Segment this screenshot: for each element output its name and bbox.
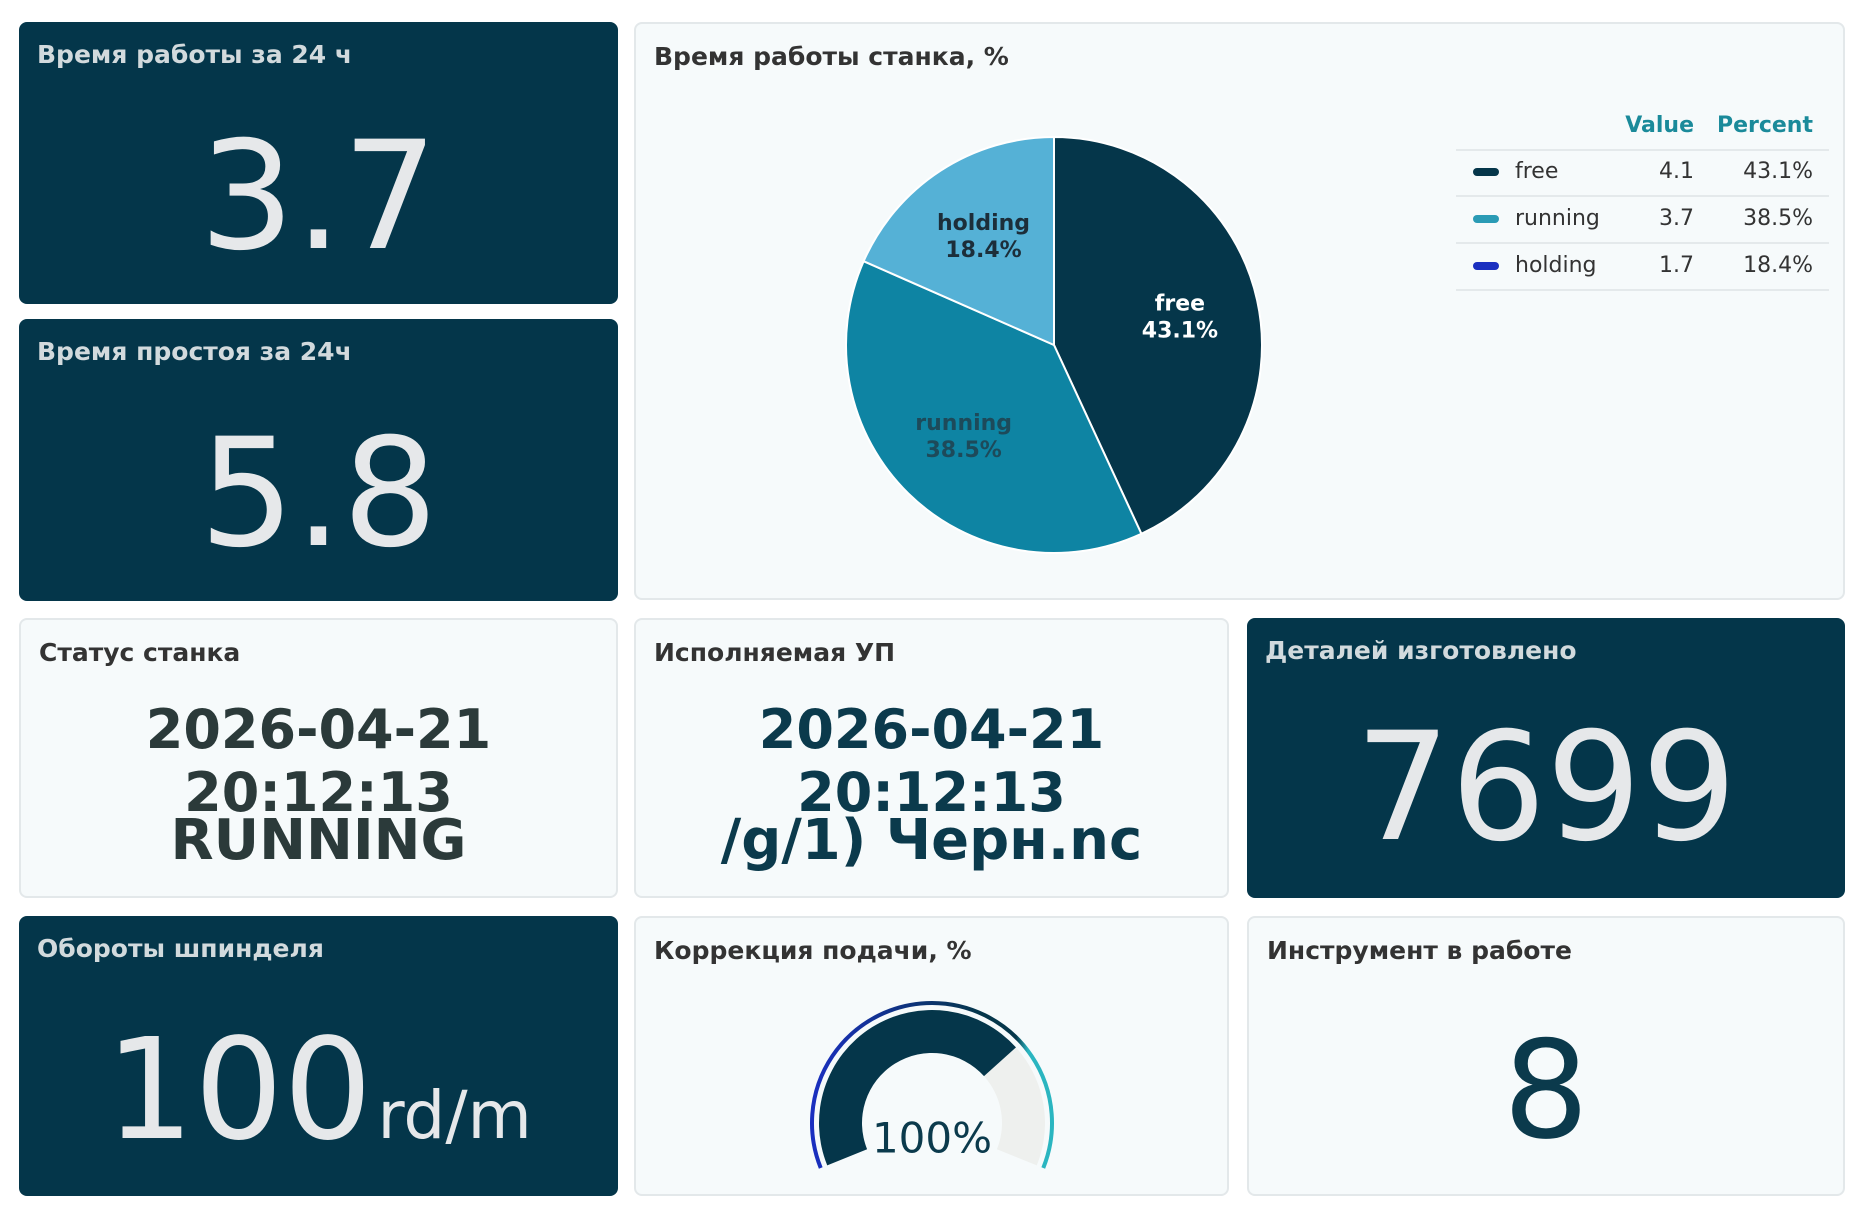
legend-label: free xyxy=(1515,159,1558,184)
card-title: Обороты шпинделя xyxy=(37,934,324,963)
table-value: 1.7 xyxy=(1659,253,1694,278)
card-value: 100 xyxy=(105,1009,373,1172)
card-value: 5.8 xyxy=(199,407,438,581)
legend-swatch xyxy=(1473,262,1499,270)
slice-percent: 18.4% xyxy=(945,238,1021,263)
card-value: 8 xyxy=(1503,1012,1589,1169)
card: Время простоя за 24ч 5.8 xyxy=(19,319,618,601)
table-value: 3.7 xyxy=(1659,206,1694,231)
pie-slice xyxy=(862,135,1055,347)
gauge-label: 100% xyxy=(872,1114,992,1163)
card-title: Время простоя за 24ч xyxy=(37,337,352,366)
chart-title: Время работы станка, % xyxy=(654,42,1009,71)
table-value: 4.1 xyxy=(1659,159,1694,184)
card: Инструмент в работе 8 xyxy=(1247,916,1845,1196)
legend-label: running xyxy=(1515,206,1600,231)
legend-swatch xyxy=(1473,215,1499,223)
card: Время работы за 24 ч 3.7 xyxy=(19,22,618,304)
gauge-threshold-arc xyxy=(810,1001,1054,1169)
card-value-row: 100 rd/m xyxy=(19,1021,618,1161)
gauge-fill xyxy=(819,1009,1016,1166)
legend-swatch xyxy=(1473,168,1499,176)
card: Обороты шпинделя 100 rd/m xyxy=(19,916,618,1196)
slice-percent: 38.5% xyxy=(926,438,1002,463)
status-text: RUNNING xyxy=(170,808,467,873)
slice-name: running xyxy=(915,411,1012,436)
slice-percent: 43.1% xyxy=(1142,318,1218,343)
table-percent: 18.4% xyxy=(1743,253,1813,278)
card-title: Статус станка xyxy=(39,638,241,667)
card-unit: rd/m xyxy=(377,1077,532,1154)
table-header: Percent xyxy=(1717,113,1814,138)
table-header: Value xyxy=(1625,113,1694,138)
chart-title: Коррекция подачи, % xyxy=(654,936,972,965)
card-title: Исполняемая УП xyxy=(654,638,896,667)
gauge-panel: Коррекция подачи, % 100% xyxy=(634,916,1229,1196)
pie-slice xyxy=(1053,135,1263,536)
legend-label: holding xyxy=(1515,253,1597,278)
card: Статус станка 2026-04-21 20:12:13 RUNNIN… xyxy=(19,618,618,898)
slice-name: free xyxy=(1155,291,1205,316)
card-title: Деталей изготовлено xyxy=(1265,636,1577,665)
program-name: /g/1) Черн.nc xyxy=(720,808,1143,873)
table-percent: 43.1% xyxy=(1743,159,1813,184)
card: Исполняемая УП 2026-04-21 20:12:13 /g/1)… xyxy=(634,618,1229,898)
card-value: 7699 xyxy=(1355,701,1737,875)
card-value: 3.7 xyxy=(199,110,438,284)
card: Деталей изготовлено 7699 xyxy=(1247,618,1845,898)
table-percent: 38.5% xyxy=(1743,206,1813,231)
status-time: 2026-04-21 20:12:13 xyxy=(145,698,492,824)
card-title: Инструмент в работе xyxy=(1267,936,1572,965)
gauge-chart: 100% xyxy=(810,1001,1054,1169)
pie-slice xyxy=(845,259,1143,554)
slice-name: holding xyxy=(937,211,1030,236)
card-title: Время работы за 24 ч xyxy=(37,40,353,69)
program-time: 2026-04-21 20:12:13 xyxy=(758,698,1105,824)
pie-panel: Время работы станка, % free 43.1% running 3… xyxy=(634,22,1845,600)
